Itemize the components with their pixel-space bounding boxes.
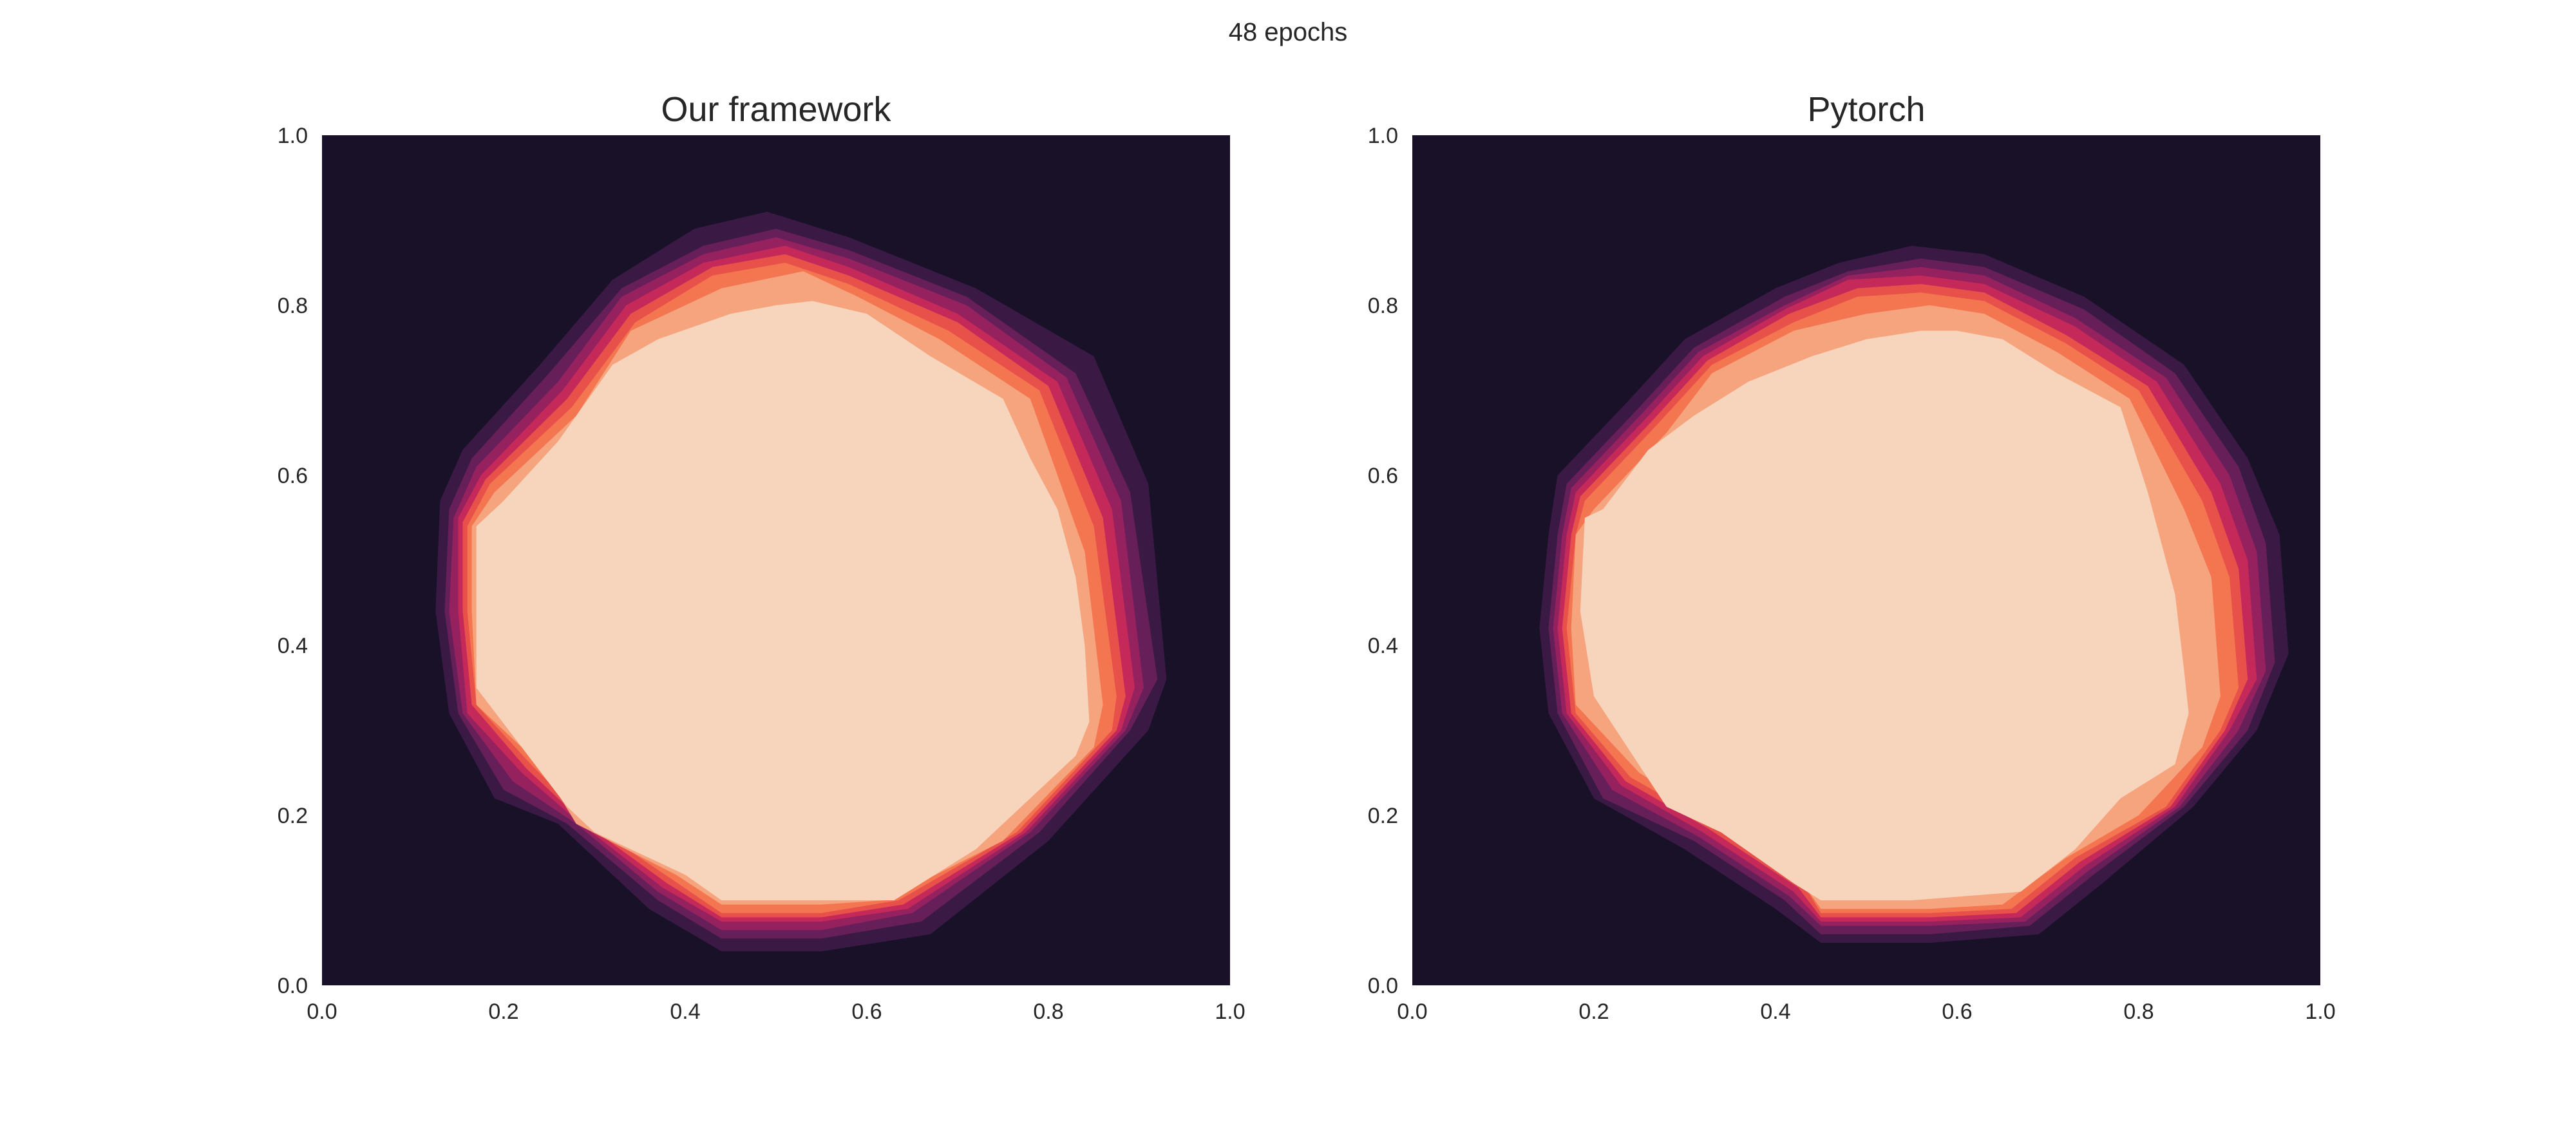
- x-tick-label: 0.2: [1578, 999, 1609, 1024]
- y-tick-label: 0.8: [1368, 294, 1398, 318]
- plot-panel-our-framework: Our framework 0.0 0.2 0.4 0.6 0.8 1.0 0.00.20…: [278, 90, 1245, 1024]
- y-tick-label: 1.0: [1368, 124, 1398, 148]
- x-tick-label: 1.0: [1215, 999, 1245, 1024]
- x-axis-ticks: 0.0 0.2 0.4 0.6 0.8 1.0: [1397, 999, 2335, 1024]
- contour-layers: [435, 211, 1167, 952]
- x-tick-label: 0.0: [307, 999, 337, 1024]
- plot-panel-pytorch: Pytorch 0.0 0.2 0.4 0.6 0.8 1.0 0.00.20.40.60…: [1368, 90, 2336, 1024]
- plot-title: Pytorch: [1807, 90, 1925, 129]
- contour-level-8: [1580, 330, 2189, 900]
- x-tick-label: 1.0: [2305, 999, 2335, 1024]
- y-tick-label: 0.2: [278, 804, 308, 828]
- x-tick-label: 0.0: [1397, 999, 1427, 1024]
- y-tick-label: 0.8: [278, 294, 308, 318]
- contour-level-8: [476, 301, 1090, 900]
- x-tick-label: 0.6: [851, 999, 882, 1024]
- plot-title: Our framework: [661, 90, 891, 129]
- x-tick-label: 0.4: [670, 999, 700, 1024]
- y-axis-ticks: 0.0 0.2 0.4 0.6 0.8 1.0: [1368, 124, 1398, 998]
- y-tick-label: 0.0: [1368, 974, 1398, 998]
- contour-layers: [1539, 245, 2289, 943]
- x-tick-label: 0.4: [1760, 999, 1790, 1024]
- y-tick-label: 0.6: [278, 464, 308, 488]
- x-tick-label: 0.8: [2123, 999, 2154, 1024]
- y-tick-label: 1.0: [278, 124, 308, 148]
- x-tick-label: 0.8: [1033, 999, 1063, 1024]
- figure-suptitle: 48 epochs: [1229, 18, 1348, 46]
- y-axis-ticks: 0.0 0.2 0.4 0.6 0.8 1.0: [278, 124, 308, 998]
- x-tick-label: 0.2: [488, 999, 518, 1024]
- y-tick-label: 0.2: [1368, 804, 1398, 828]
- x-tick-label: 0.6: [1942, 999, 1972, 1024]
- x-axis-ticks: 0.0 0.2 0.4 0.6 0.8 1.0: [307, 999, 1245, 1024]
- y-tick-label: 0.0: [278, 974, 308, 998]
- y-tick-label: 0.4: [1368, 634, 1398, 658]
- y-tick-label: 0.4: [278, 634, 308, 658]
- y-tick-label: 0.6: [1368, 464, 1398, 488]
